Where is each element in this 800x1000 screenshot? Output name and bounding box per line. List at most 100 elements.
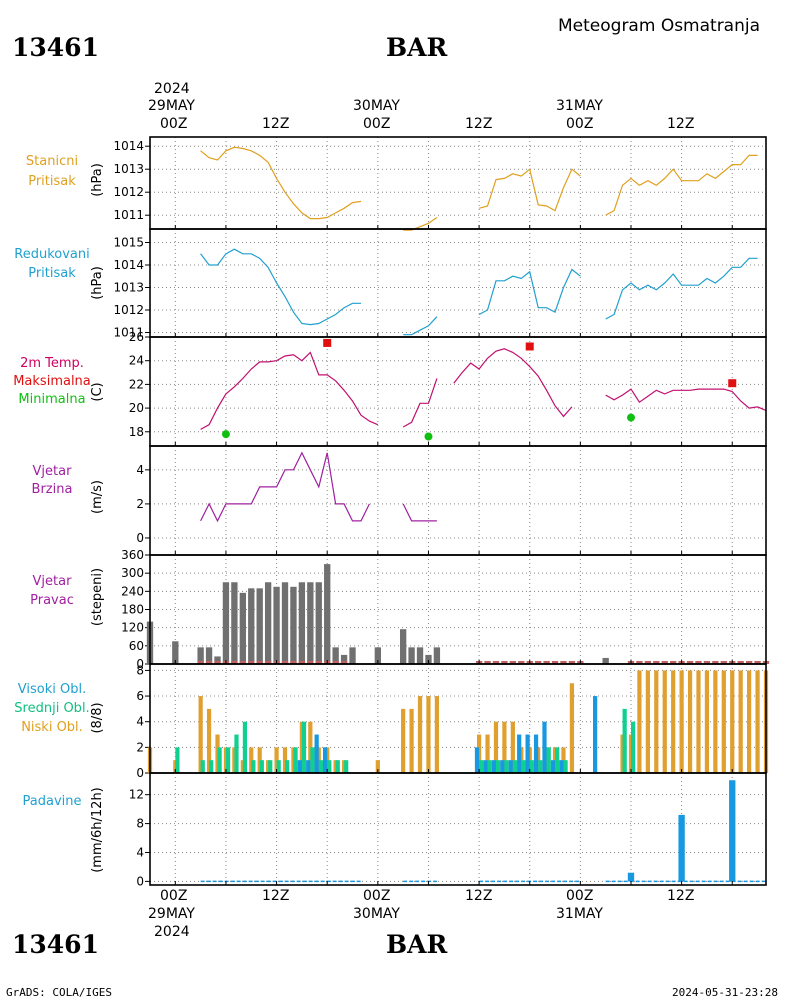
panel-label: Pravac [30,593,74,608]
hour-label-top-6: 12Z [667,116,694,132]
panel-label: Brzina [32,482,73,497]
calm-bar [670,661,677,664]
cloud-bar [322,747,328,773]
bar [273,586,280,664]
panel-cloud_cover: 0 2 4 6 8 Visoki Obl. Srednji Obl. Niski Obl. (8… [14,663,769,780]
series-line [200,451,370,523]
calm-bar [239,661,246,664]
calm-bar [307,661,314,664]
y-tick-label: 1013 [113,281,144,295]
cloud-bar [510,721,515,773]
cloud-bar [335,760,340,773]
y-axis-label: (8/8) [90,702,105,733]
cloud-bar [308,721,313,773]
cloud-bar [209,760,214,773]
bar [214,656,221,664]
bar [433,647,441,664]
panel-label: Padavine [23,794,82,809]
hour-label-bottom-5: 00Z [566,888,593,904]
bottom-time-axis: 00Z 12Z 00Z 12Z 00Z 12Z 29MAY 30MAY 31MA… [148,888,694,940]
y-tick-label: 8 [136,663,144,677]
cloud-bar [704,670,710,773]
cloud-bar [504,760,509,773]
cloud-bar [293,747,298,773]
cloud-bar [521,760,526,773]
day-label-bottom-2: 30MAY [353,906,400,922]
series-line [605,388,767,412]
calm-bar [509,661,517,664]
calm-bar [501,661,508,664]
calm-bar [340,661,348,664]
cloud-bar [485,734,490,773]
cloud-bar [508,760,513,773]
y-axis-label: (m/s) [90,480,105,514]
panel-wind_direction: 0 60 120 180 240 300 360 Vjetar Pravac (stepeni) [30,548,770,671]
calm-bar [315,661,322,664]
bar [602,657,609,664]
cloud-bar [538,760,543,773]
year-label-top: 2024 [154,81,190,97]
y-tick-label: 1014 [113,139,144,153]
cloud-bar [310,747,315,773]
bar [678,814,685,882]
series-line [478,268,581,316]
footer-station-name: BAR [386,930,448,959]
cloud-bar [301,721,307,773]
calm-bar [695,661,702,664]
cloud-bar [662,670,667,773]
footer-station-id: 13461 [12,930,99,959]
cloud-bar [491,760,496,773]
panel-label: Minimalna [18,392,85,407]
series-line [402,378,438,428]
cloud-bar [563,760,568,773]
cloud-bar [637,670,642,773]
bar [264,582,272,664]
cloud-bar [206,708,212,773]
hour-label-top-3: 00Z [363,116,390,132]
panel-wind_speed: 0 2 4 Vjetar Brzina (m/s) [32,445,767,556]
y-tick-label: 120 [121,621,144,635]
y-tick-label: 240 [121,584,144,598]
bar [349,647,356,664]
y-tick-label: 1014 [113,258,144,272]
cloud-bar [696,670,701,773]
cloud-bar [542,721,547,773]
y-tick-label: 22 [129,377,144,391]
cloud-bar [679,670,684,773]
y-tick-label: 4 [136,845,144,859]
y-tick-label: 1013 [113,162,144,176]
calm-bar [737,661,744,664]
y-tick-label: 0 [136,531,144,545]
hour-label-bottom-3: 00Z [363,888,390,904]
panel-label: Vjetar [33,574,73,589]
cloud-bar [318,760,323,773]
cloud-bar [474,747,480,773]
y-axis-label: (mm/6h/12h) [90,787,105,873]
series-line [200,351,379,430]
cloud-bar [487,760,492,773]
min-temp-marker [424,432,433,441]
cloud-bar [500,760,505,773]
panel-label: Pritisak [28,266,76,281]
cloud-bar [276,760,281,773]
cloud-bar [630,721,636,773]
cloud-bar [502,721,507,773]
y-tick-label: 1015 [113,236,144,250]
max-temp-marker [728,379,737,388]
calm-bar [518,661,525,664]
cloud-bar [550,760,556,773]
series-line [478,168,581,212]
bar [197,647,204,664]
cloud-bar [555,747,560,773]
hour-label-bottom-1: 00Z [160,888,187,904]
hour-label-top-5: 00Z [566,116,593,132]
y-tick-label: 300 [121,566,144,580]
cloud-bar [483,760,488,773]
hour-label-bottom-2: 12Z [262,888,289,904]
series-line [200,146,362,220]
calm-bar [197,661,204,664]
cloud-bar [175,747,180,773]
cloud-bar [569,683,575,773]
